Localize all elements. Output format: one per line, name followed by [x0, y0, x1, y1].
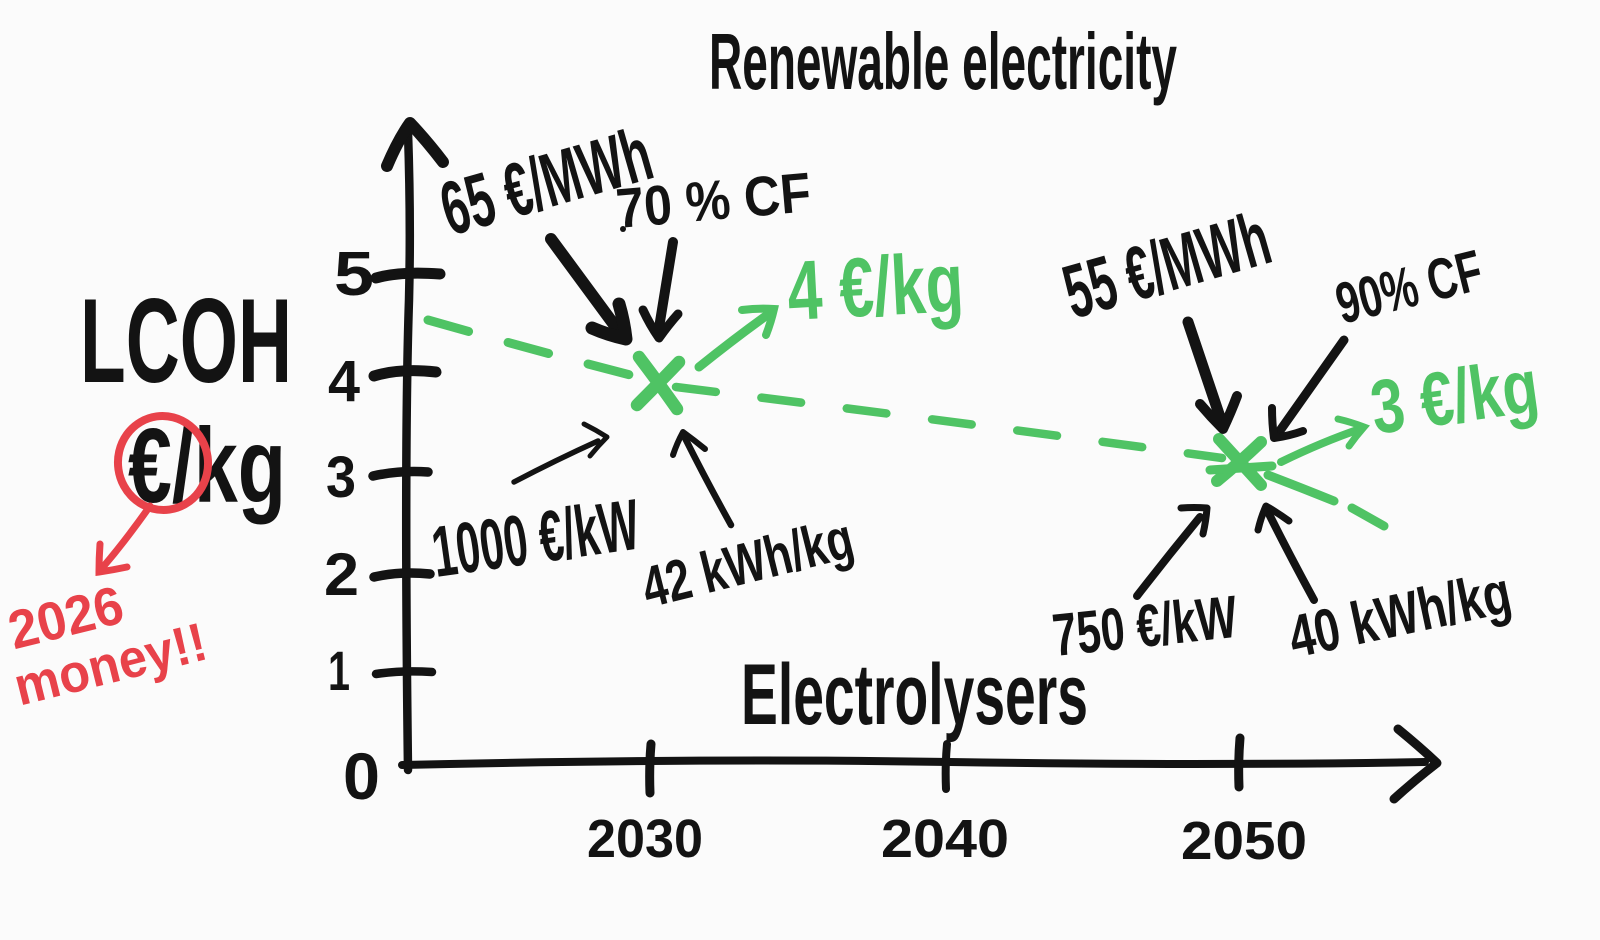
- svg-text:2050: 2050: [1181, 811, 1307, 871]
- svg-text:Electrolysers: Electrolysers: [741, 647, 1088, 743]
- svg-text:LCOH: LCOH: [80, 274, 292, 408]
- svg-text:Renewable electricity: Renewable electricity: [709, 17, 1177, 106]
- svg-text:4: 4: [328, 349, 360, 414]
- svg-text:3: 3: [326, 445, 356, 510]
- svg-text:1: 1: [328, 639, 350, 702]
- svg-text:2030: 2030: [587, 809, 703, 869]
- svg-text:5: 5: [334, 240, 374, 309]
- svg-text:2040: 2040: [881, 809, 1009, 869]
- svg-text:0: 0: [343, 739, 380, 813]
- svg-text:4 €/kg: 4 €/kg: [785, 235, 966, 338]
- svg-text:2: 2: [324, 541, 359, 608]
